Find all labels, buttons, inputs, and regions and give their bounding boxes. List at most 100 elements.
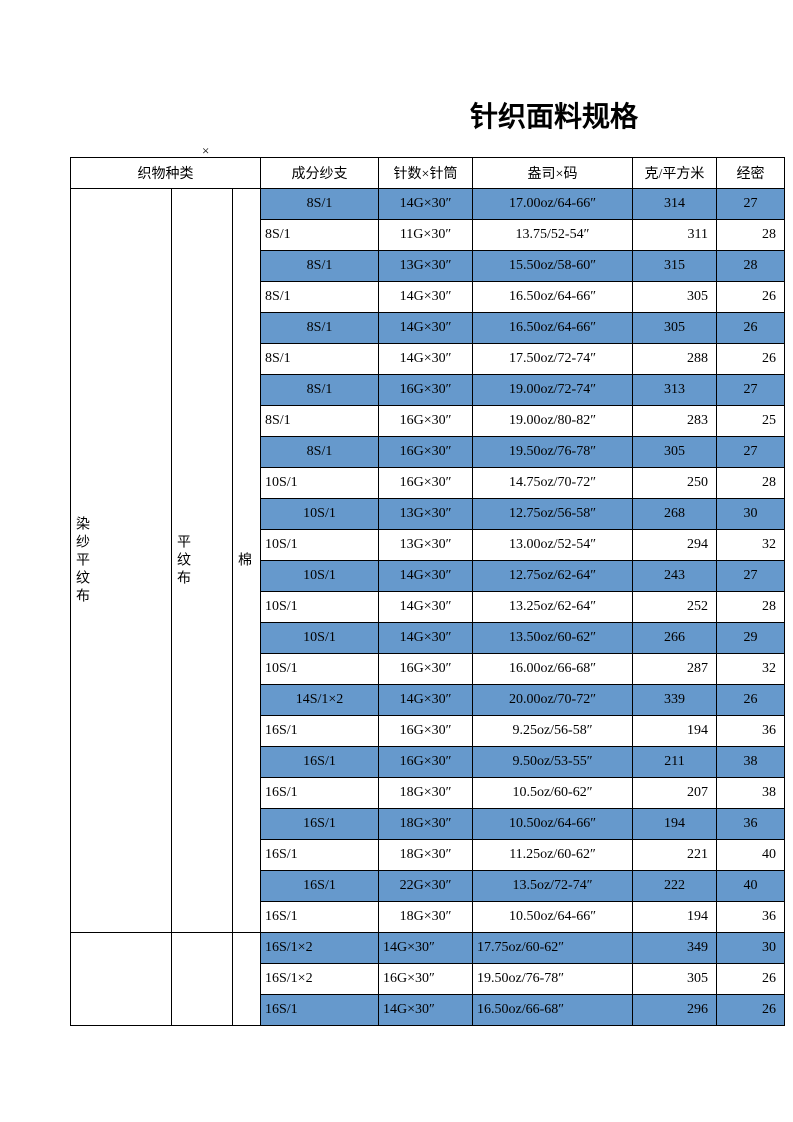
- cell-value: 13G×30″: [379, 251, 472, 281]
- cell-value: 16G×30″: [379, 716, 472, 746]
- cell-value: 10.50oz/64-66″: [473, 902, 632, 932]
- col-weight: 盎司×码: [473, 158, 633, 189]
- cell-value: 26: [717, 282, 784, 312]
- cell-value: 211: [633, 747, 716, 777]
- cell-value: 16S/1: [261, 995, 378, 1025]
- cell-value: 294: [633, 530, 716, 560]
- cell-value: 14.75oz/70-72″: [473, 468, 632, 498]
- cell-value: 207: [633, 778, 716, 808]
- cell-value: 16G×30″: [379, 406, 472, 436]
- cell-value: 19.00oz/72-74″: [473, 375, 632, 405]
- cell-value: 22G×30″: [379, 871, 472, 901]
- category-blank: [233, 933, 261, 1026]
- cell-value: 16G×30″: [379, 437, 472, 467]
- cell-value: 27: [717, 437, 784, 467]
- cell-value: 13.5oz/72-74″: [473, 871, 632, 901]
- cell-value: 16.50oz/64-66″: [473, 313, 632, 343]
- cell-value: 8S/1: [261, 313, 378, 343]
- cell-value: 8S/1: [261, 189, 378, 219]
- cell-value: 40: [717, 840, 784, 870]
- cell-value: 28: [717, 592, 784, 622]
- cell-value: 17.00oz/64-66″: [473, 189, 632, 219]
- cell-value: 38: [717, 778, 784, 808]
- cell-value: 28: [717, 220, 784, 250]
- col-density: 经密: [717, 158, 785, 189]
- cell-value: 305: [633, 437, 716, 467]
- cell-value: 10.5oz/60-62″: [473, 778, 632, 808]
- table-row: 16S/1×214G×30″17.75oz/60-62″34930: [71, 933, 785, 964]
- cell-value: 314: [633, 189, 716, 219]
- cell-value: 38: [717, 747, 784, 777]
- cell-value: 18G×30″: [379, 778, 472, 808]
- cell-value: 10S/1: [261, 499, 378, 529]
- cell-value: 26: [717, 344, 784, 374]
- cell-value: 29: [717, 623, 784, 653]
- cell-value: 17.50oz/72-74″: [473, 344, 632, 374]
- cell-value: 27: [717, 189, 784, 219]
- col-yarn: 成分纱支: [261, 158, 379, 189]
- cell-value: 14G×30″: [379, 344, 472, 374]
- cell-value: 16G×30″: [379, 654, 472, 684]
- cell-value: 12.75oz/56-58″: [473, 499, 632, 529]
- category-1: 染纱平纹布: [71, 189, 172, 933]
- cell-value: 14G×30″: [379, 561, 472, 591]
- cell-value: 28: [717, 251, 784, 281]
- col-gsm: 克/平方米: [633, 158, 717, 189]
- cell-value: 14G×30″: [379, 282, 472, 312]
- cell-value: 14G×30″: [379, 623, 472, 653]
- table-header-row: 织物种类 成分纱支 针数×针筒 盎司×码 克/平方米 经密: [71, 158, 785, 189]
- cell-value: 313: [633, 375, 716, 405]
- cell-value: 26: [717, 685, 784, 715]
- cell-value: 311: [633, 220, 716, 250]
- cell-value: 16.50oz/64-66″: [473, 282, 632, 312]
- cell-value: 14G×30″: [379, 995, 472, 1025]
- cell-value: 30: [717, 499, 784, 529]
- cell-value: 27: [717, 561, 784, 591]
- cell-value: 16S/1: [261, 747, 378, 777]
- category-blank: [71, 933, 172, 1026]
- cell-value: 17.75oz/60-62″: [473, 933, 632, 963]
- cell-value: 16G×30″: [379, 375, 472, 405]
- cell-value: 16S/1: [261, 809, 378, 839]
- cell-value: 16S/1: [261, 716, 378, 746]
- table-body-a: 染纱平纹布平纹布棉8S/114G×30″17.00oz/64-66″314278…: [71, 189, 785, 933]
- cell-value: 13.50oz/60-62″: [473, 623, 632, 653]
- cell-value: 14S/1×2: [261, 685, 378, 715]
- cell-value: 16G×30″: [379, 747, 472, 777]
- cell-value: 32: [717, 530, 784, 560]
- cell-value: 10S/1: [261, 654, 378, 684]
- page-title: 针织面料规格: [470, 95, 638, 135]
- cell-value: 26: [717, 964, 784, 994]
- category-2: 平纹布: [172, 189, 233, 933]
- cell-value: 26: [717, 313, 784, 343]
- cell-value: 20.00oz/70-72″: [473, 685, 632, 715]
- cell-value: 266: [633, 623, 716, 653]
- cell-value: 305: [633, 313, 716, 343]
- cell-value: 32: [717, 654, 784, 684]
- cell-value: 8S/1: [261, 406, 378, 436]
- cell-value: 25: [717, 406, 784, 436]
- cell-value: 9.50oz/53-55″: [473, 747, 632, 777]
- category-blank: [172, 933, 233, 1026]
- cell-value: 339: [633, 685, 716, 715]
- cell-value: 12.75oz/62-64″: [473, 561, 632, 591]
- cell-value: 250: [633, 468, 716, 498]
- cell-value: 19.50oz/76-78″: [473, 964, 632, 994]
- cell-value: 8S/1: [261, 251, 378, 281]
- cell-value: 14G×30″: [379, 933, 472, 963]
- cell-value: 10S/1: [261, 623, 378, 653]
- cell-value: 349: [633, 933, 716, 963]
- col-gauge: 针数×针筒: [379, 158, 473, 189]
- cell-value: 16.50oz/66-68″: [473, 995, 632, 1025]
- cell-value: 36: [717, 809, 784, 839]
- cell-value: 16S/1: [261, 871, 378, 901]
- cell-value: 221: [633, 840, 716, 870]
- cell-value: 16S/1×2: [261, 964, 378, 994]
- cell-value: 16S/1×2: [261, 933, 378, 963]
- cell-value: 243: [633, 561, 716, 591]
- cell-value: 13.25oz/62-64″: [473, 592, 632, 622]
- cell-value: 10S/1: [261, 530, 378, 560]
- cell-value: 14G×30″: [379, 685, 472, 715]
- cell-value: 27: [717, 375, 784, 405]
- table-body-b: 16S/1×214G×30″17.75oz/60-62″3493016S/1×2…: [71, 933, 785, 1026]
